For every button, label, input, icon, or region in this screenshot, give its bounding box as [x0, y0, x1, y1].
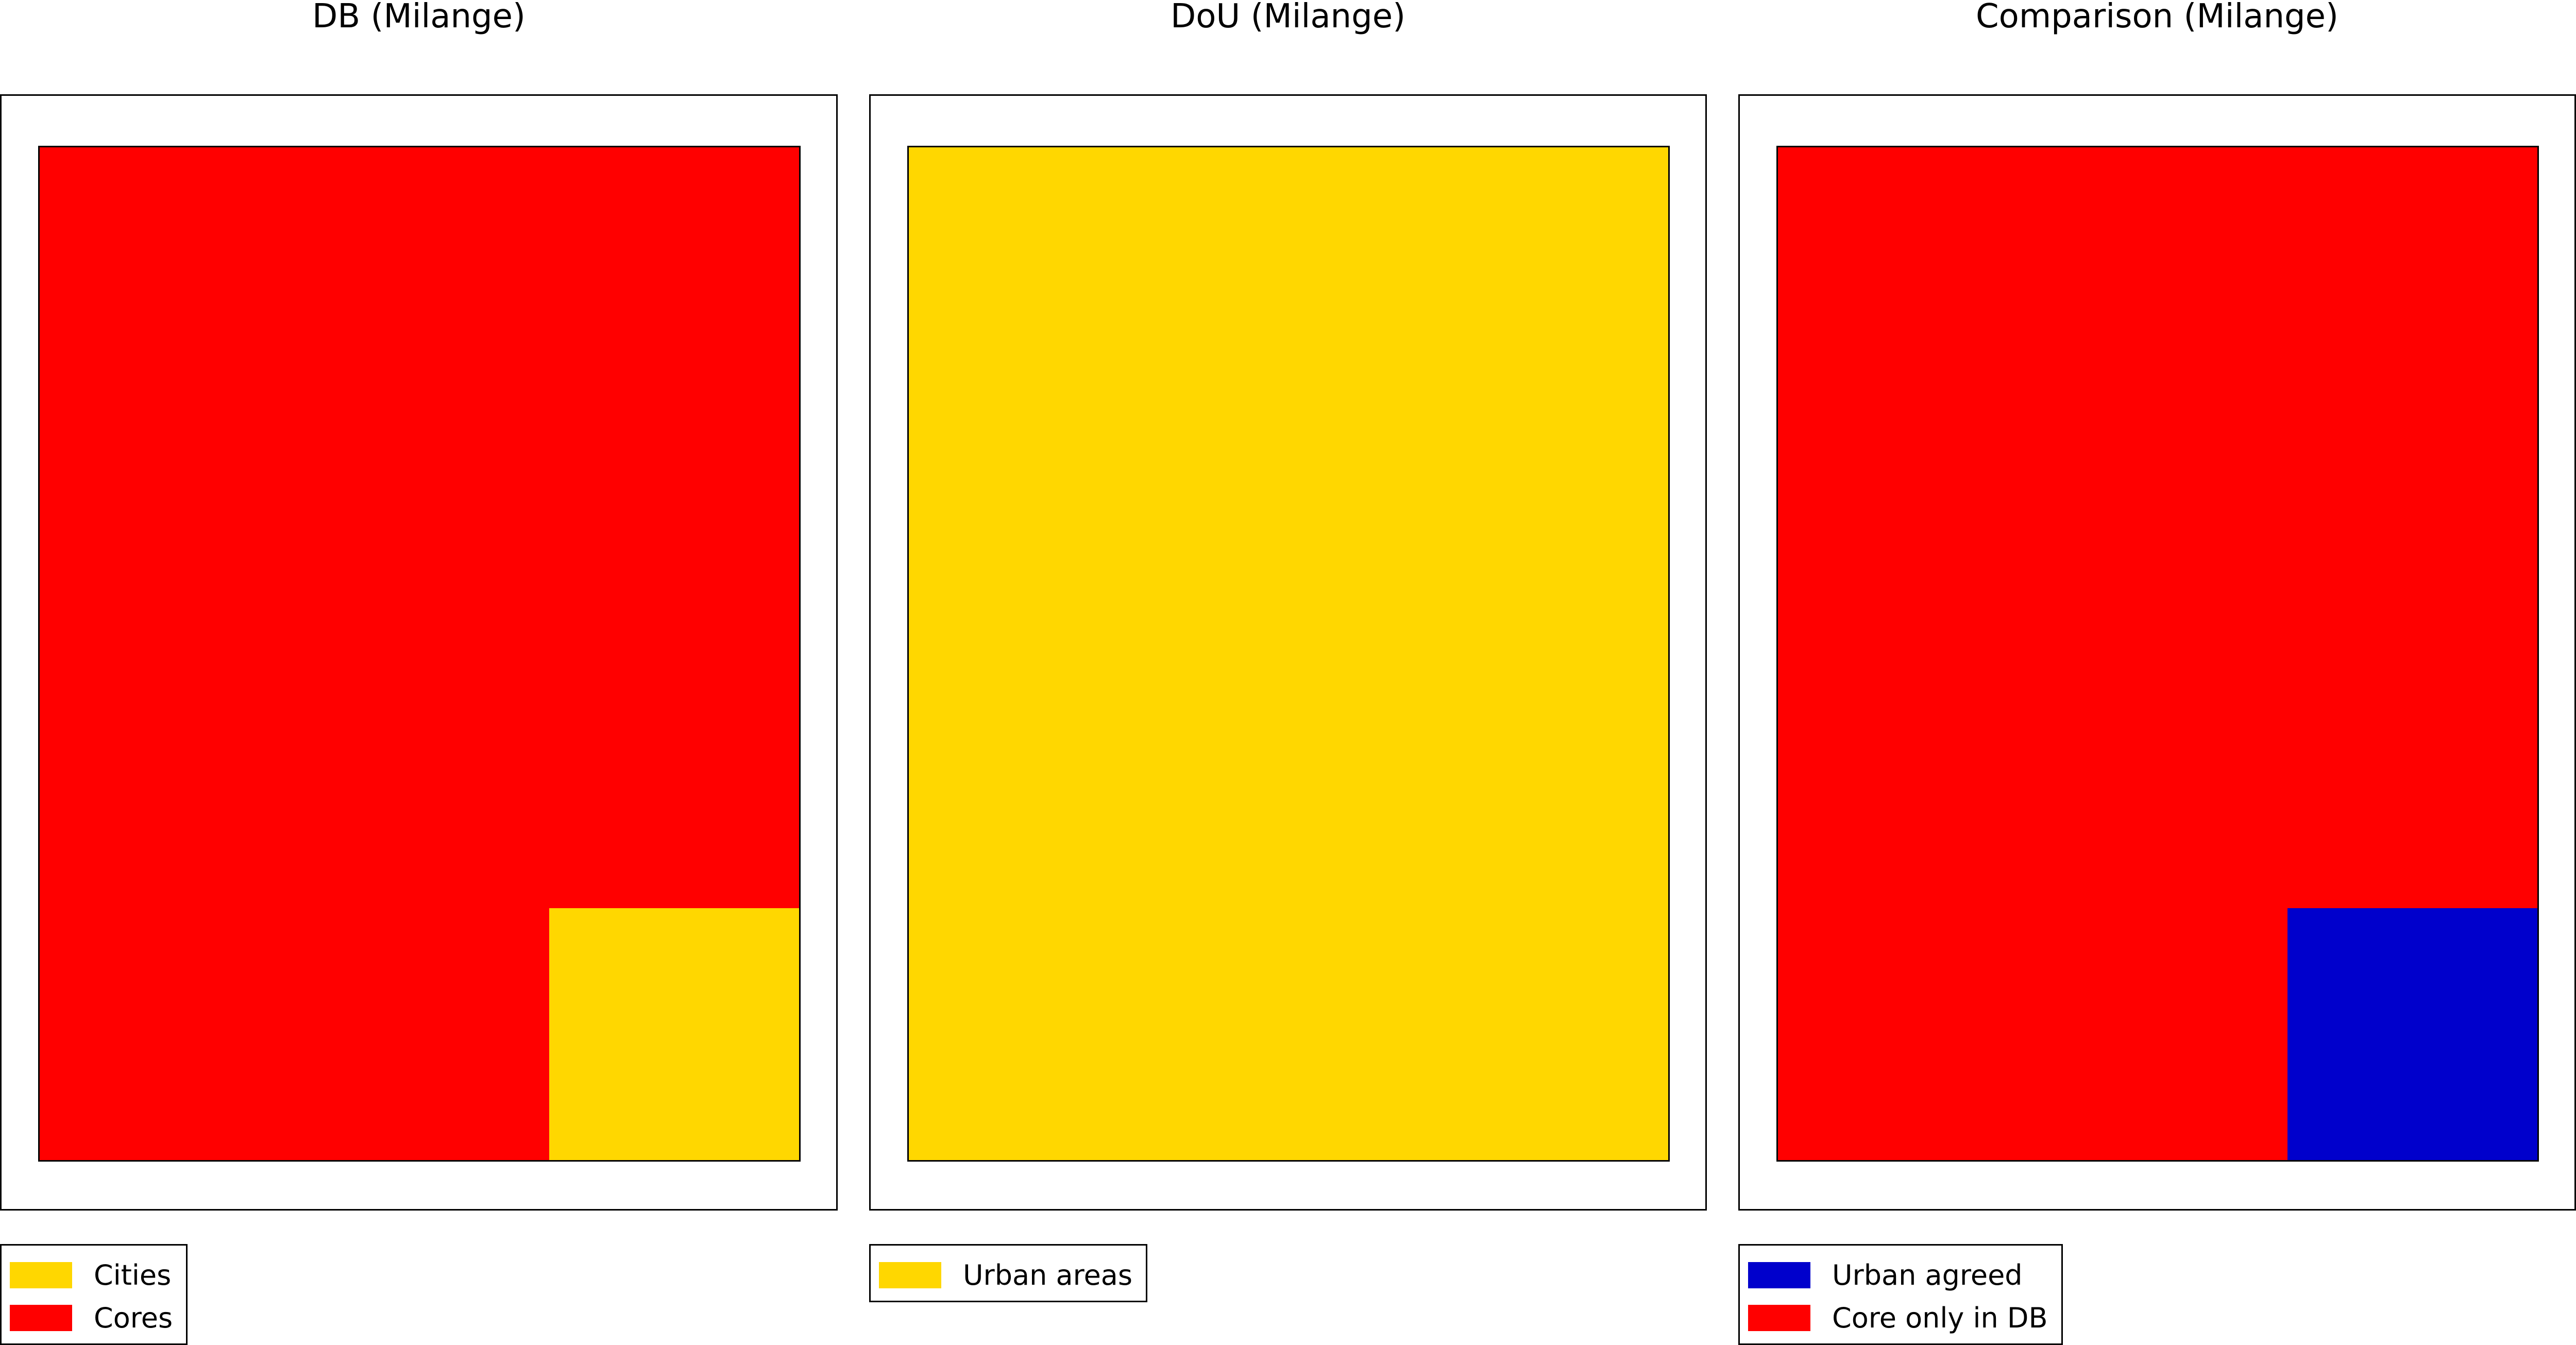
legend-swatch-urban-agreed	[1748, 1262, 1810, 1288]
legend-label-urban-agreed: Urban agreed	[1832, 1259, 2023, 1291]
panel-title-comparison: Comparison (Milange)	[1975, 0, 2339, 36]
legend-comparison: Urban agreed Core only in DB	[1738, 1244, 2063, 1345]
map-panel-dou	[869, 94, 1707, 1211]
legend-item-core-only-db: Core only in DB	[1748, 1297, 2048, 1339]
panel-title-dou: DoU (Milange)	[1170, 0, 1406, 36]
cities-region	[549, 908, 799, 1160]
legend-item-cities: Cities	[10, 1254, 173, 1297]
legend-item-urban-areas: Urban areas	[879, 1254, 1132, 1297]
legend-item-urban-agreed: Urban agreed	[1748, 1254, 2048, 1297]
map-frame-dou	[907, 146, 1670, 1162]
urban-areas-region	[909, 147, 1668, 1160]
map-panel-db	[0, 94, 838, 1211]
map-frame-db	[38, 146, 801, 1162]
map-frame-comparison	[1776, 146, 2539, 1162]
map-panel-comparison	[1738, 94, 2576, 1211]
legend-swatch-urban-areas	[879, 1262, 941, 1288]
legend-label-cities: Cities	[94, 1259, 172, 1291]
legend-label-cores: Cores	[94, 1302, 173, 1334]
legend-label-core-only-db: Core only in DB	[1832, 1302, 2048, 1334]
legend-label-urban-areas: Urban areas	[963, 1259, 1133, 1291]
legend-item-cores: Cores	[10, 1297, 173, 1339]
legend-dou: Urban areas	[869, 1244, 1148, 1302]
legend-swatch-cores	[10, 1305, 72, 1331]
urban-agreed-region	[2287, 908, 2537, 1160]
legend-swatch-cities	[10, 1262, 72, 1288]
legend-swatch-core-only-db	[1748, 1305, 1810, 1331]
legend-db: Cities Cores	[0, 1244, 188, 1345]
panel-title-db: DB (Milange)	[312, 0, 526, 36]
